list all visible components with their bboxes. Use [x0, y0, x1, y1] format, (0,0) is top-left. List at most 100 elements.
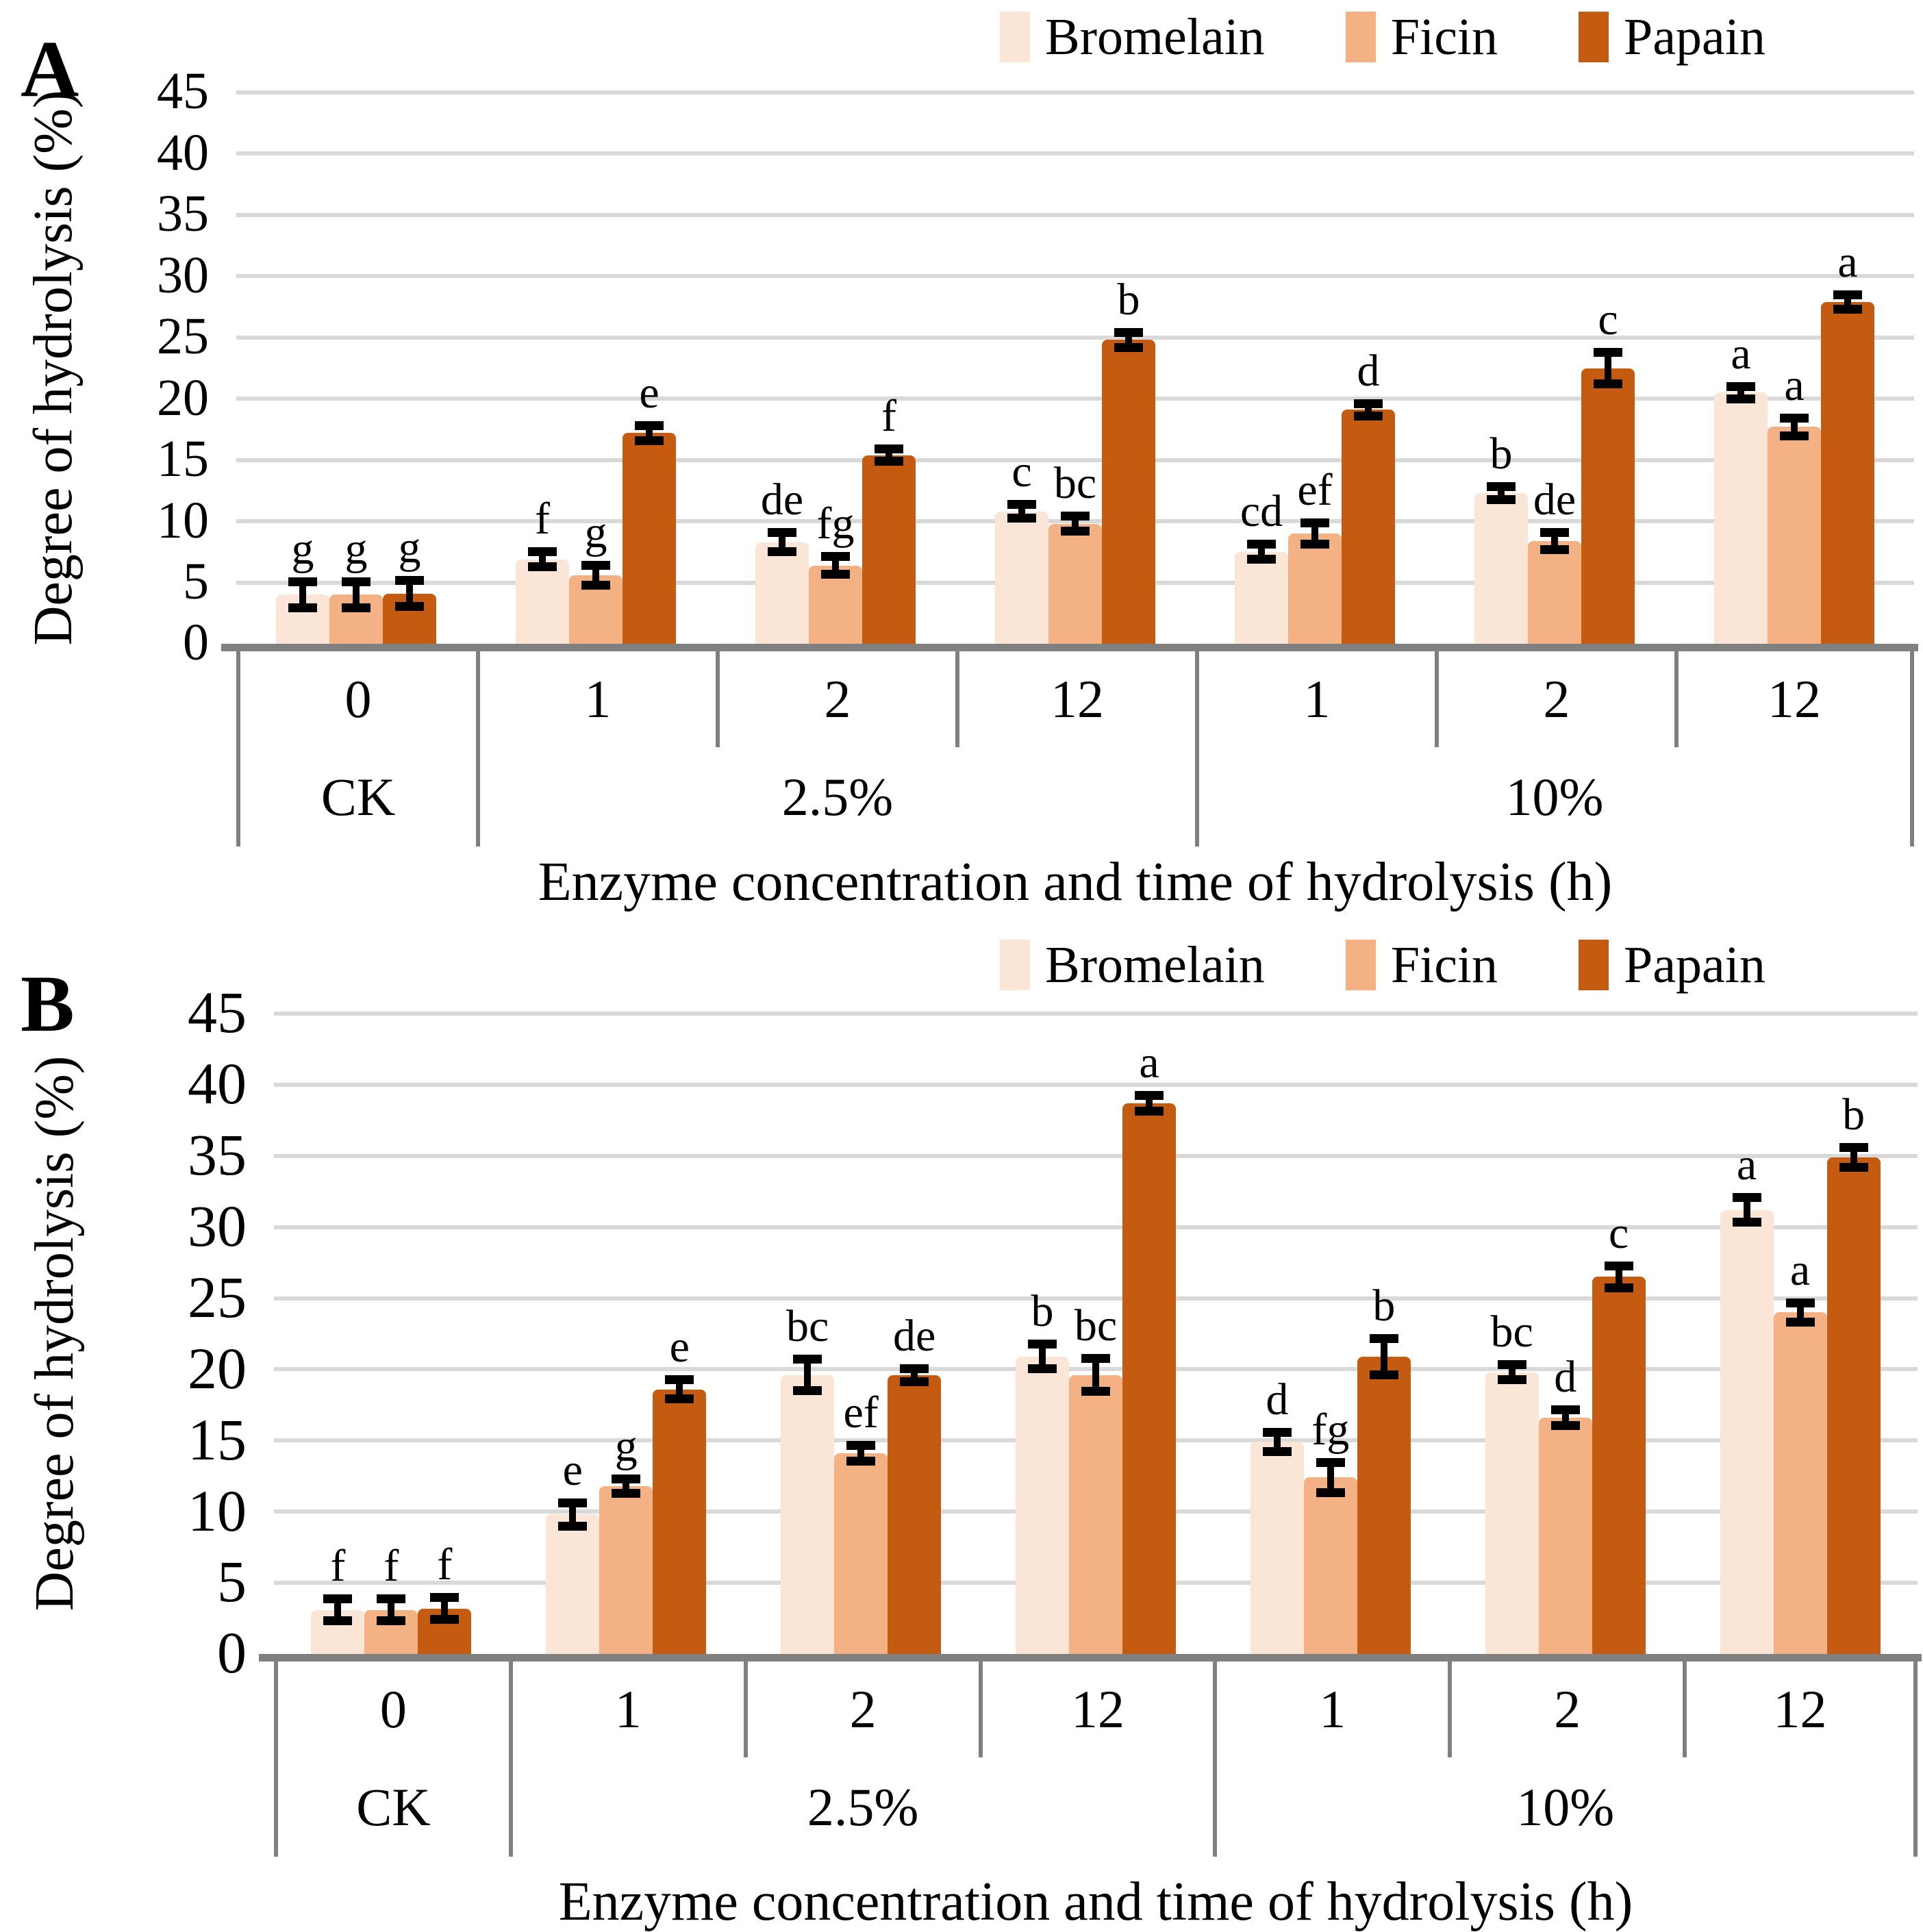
error-bar-cap-top	[1540, 527, 1569, 537]
error-bar-line	[1311, 527, 1318, 540]
legend-item-bromelain: Bromelain	[1000, 939, 1265, 991]
error-bar-cap-bottom	[395, 602, 424, 612]
error-bar-cap-bottom	[1604, 1283, 1633, 1292]
significance-letter: g	[291, 524, 314, 575]
significance-letter: a	[1736, 1140, 1757, 1190]
x-axis-line	[259, 1654, 1922, 1661]
error-bar-cap-bottom	[1027, 1364, 1057, 1374]
significance-letter: g	[614, 1420, 638, 1471]
error-bar-line	[1561, 1413, 1569, 1422]
error-bar-cap-bottom	[430, 1614, 460, 1624]
time-label: 0	[236, 651, 476, 747]
legend-swatch-papain	[1579, 940, 1609, 990]
error-bar-cap-bottom	[900, 1377, 929, 1386]
error-bar-line	[1844, 298, 1851, 306]
error-bar-cap-bottom	[1594, 379, 1622, 389]
error-bar-cap-top	[768, 527, 796, 537]
gridline	[274, 1225, 1918, 1229]
bar-ficin-group1: g	[599, 1423, 653, 1654]
time-label: 1	[1213, 1661, 1448, 1757]
significance-letter: ef	[1297, 465, 1333, 516]
error-bar-cap-top	[1780, 414, 1809, 423]
error-bar-cap-top	[665, 1375, 694, 1385]
error-bar-line	[1365, 407, 1372, 412]
bar-bromelain-group0: f	[311, 1544, 365, 1654]
bar-group: cd ef d	[1195, 92, 1435, 644]
significance-letter: a	[1139, 1037, 1159, 1088]
error-bar-line	[1615, 1270, 1622, 1284]
y-tick-label: 45	[157, 62, 209, 121]
error-bar-cap-top	[1487, 481, 1516, 491]
error-bar-cap-bottom	[528, 562, 557, 571]
bar-papain-group0: f	[418, 1542, 472, 1654]
legend-label-papain: Papain	[1624, 8, 1765, 66]
bar-papain-group2: f	[862, 393, 916, 644]
significance-letter: g	[398, 523, 421, 573]
error-bar-cap-bottom	[1369, 1370, 1398, 1379]
significance-letter: b	[1842, 1089, 1865, 1140]
error-bar-cap-bottom	[323, 1616, 353, 1625]
bar-ficin-group2: ef	[834, 1390, 888, 1654]
error-bar-cap-bottom	[1300, 539, 1329, 549]
error-bar-line	[1791, 422, 1798, 432]
time-label: 12	[955, 651, 1195, 747]
error-bar-line	[388, 1603, 395, 1617]
significance-letter: f	[437, 1540, 453, 1590]
legend-swatch-bromelain	[1000, 12, 1030, 62]
y-tick-label: 20	[188, 1335, 247, 1401]
error-bar-line	[1498, 490, 1505, 497]
bar-bromelain-group6: a	[1714, 331, 1768, 644]
error-bar-cap-bottom	[1726, 394, 1755, 403]
significance-letter: c	[1598, 294, 1618, 344]
plot-area: f f f e g e bc ef de b bc a d fg b bc d c a a b	[259, 1012, 1922, 1661]
concentration-label: 2.5%	[508, 1757, 1214, 1857]
error-bar-cap-top	[377, 1594, 406, 1604]
significance-letter: de	[760, 474, 804, 525]
error-bar-line	[406, 584, 413, 603]
significance-letter: b	[1490, 428, 1513, 479]
significance-letter: d	[1266, 1375, 1289, 1425]
significance-letter: e	[562, 1444, 583, 1495]
bar-group: a a b	[1683, 1014, 1918, 1654]
y-tick-label: 15	[157, 430, 209, 488]
legend-item-papain: Papain	[1579, 939, 1765, 991]
error-bar-cap-top	[528, 547, 557, 557]
error-bar-cap-top	[1604, 1262, 1633, 1271]
error-bar-line	[676, 1383, 683, 1395]
error-bar-cap-top	[1061, 512, 1090, 521]
error-bar-cap-bottom	[846, 1457, 876, 1466]
bar-bromelain-group3: b	[1015, 1289, 1069, 1654]
bar-bromelain-group1: e	[546, 1447, 600, 1654]
error-bar-cap-top	[1785, 1299, 1815, 1308]
bar-group: bc d c	[1448, 1014, 1683, 1654]
category-axis: 0 1 2 12 1 2 12 CK 2.5% 10%	[236, 651, 1914, 846]
error-bar-line	[1092, 1362, 1099, 1388]
category-axis: 0 1 2 12 1 2 12 CK 2.5% 10%	[274, 1661, 1918, 1857]
panel-label: B	[21, 959, 75, 1049]
error-bar-cap-bottom	[1134, 1107, 1164, 1116]
error-bar-cap-bottom	[342, 603, 370, 612]
error-bar-line	[1258, 548, 1265, 556]
y-tick-label: 25	[157, 308, 209, 366]
bar-ficin-group6: a	[1768, 363, 1821, 644]
bar-ficin-group3: bc	[1048, 461, 1102, 644]
significance-letter: fg	[1311, 1404, 1350, 1455]
panel-a: Bromelain Ficin Papain A Degree of hydro…	[0, 0, 1923, 921]
error-bar-cap-bottom	[875, 457, 903, 466]
significance-letter: a	[1784, 360, 1805, 411]
bar-ficin-group1: g	[569, 510, 623, 644]
error-bar-cap-bottom	[665, 1394, 694, 1403]
time-label: 2	[1435, 651, 1674, 747]
time-label: 12	[1674, 651, 1914, 747]
legend-item-papain: Papain	[1579, 11, 1765, 63]
error-bar-cap-top	[1114, 328, 1143, 337]
error-bar-cap-bottom	[1114, 342, 1143, 352]
error-bar-line	[646, 429, 653, 437]
y-tick-label: 20	[157, 368, 209, 427]
significance-letter: b	[1031, 1286, 1054, 1337]
bar-bromelain-group4: cd	[1235, 489, 1288, 644]
error-bar-cap-bottom	[1081, 1387, 1110, 1396]
significance-letter: de	[892, 1310, 936, 1361]
